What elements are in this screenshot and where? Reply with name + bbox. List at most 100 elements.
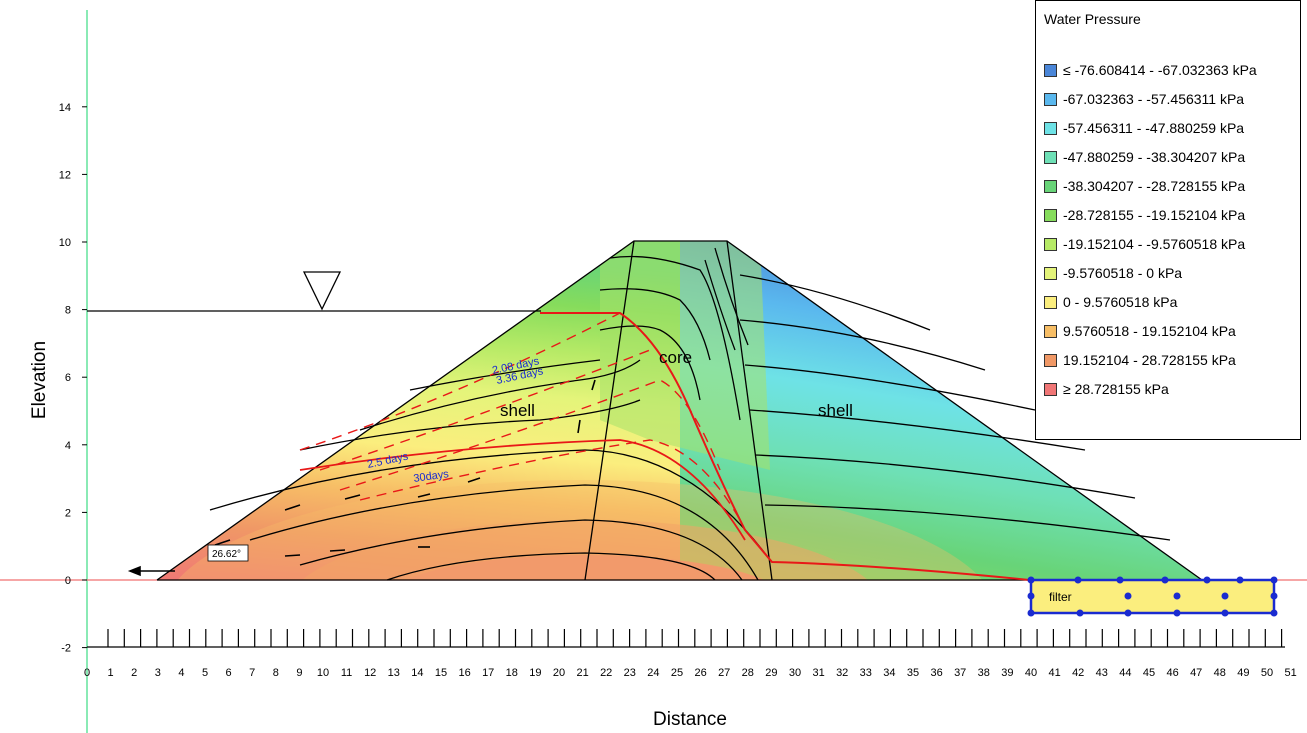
x-tick-label: 8 <box>273 667 279 679</box>
y-tick-label: 4 <box>65 440 71 452</box>
x-tick-label: 0 <box>84 667 90 679</box>
x-tick-label: 26 <box>694 667 706 679</box>
slope-angle-label: 26.62° <box>212 549 241 560</box>
legend-swatch <box>1044 266 1057 280</box>
legend-swatch <box>1044 121 1057 135</box>
legend-swatch <box>1044 382 1057 396</box>
x-tick-label: 36 <box>930 667 942 679</box>
y-tick-label: 10 <box>59 237 71 249</box>
x-tick-label: 4 <box>178 667 184 679</box>
legend-swatch <box>1044 295 1057 309</box>
x-tick-label: 21 <box>576 667 588 679</box>
legend-item: -9.5760518 - 0 kPa <box>1044 264 1182 282</box>
flow-arrows <box>127 379 596 577</box>
legend-label: ≤ -76.608414 - -67.032363 kPa <box>1063 62 1257 78</box>
x-tick-label: 33 <box>860 667 872 679</box>
x-tick-label: 25 <box>671 667 683 679</box>
phreatic-lines <box>299 312 1031 581</box>
filter-label: filter <box>1049 590 1072 604</box>
legend-item: 19.152104 - 28.728155 kPa <box>1044 351 1236 369</box>
x-tick-label: 34 <box>883 667 895 679</box>
x-tick-label: 30 <box>789 667 801 679</box>
pressure-contours <box>209 247 1171 581</box>
x-tick-label: 29 <box>765 667 777 679</box>
x-tick-label: 3 <box>155 667 161 679</box>
x-tick-label: 49 <box>1237 667 1249 679</box>
legend-label: -47.880259 - -38.304207 kPa <box>1063 149 1246 165</box>
legend-item: -67.032363 - -57.456311 kPa <box>1044 90 1244 108</box>
x-tick-label: 48 <box>1214 667 1226 679</box>
slope-angle-marker: 26.62° <box>207 544 249 562</box>
legend-swatch <box>1044 237 1057 251</box>
y-axis-title: Elevation <box>29 341 50 419</box>
x-tick-label: 23 <box>624 667 636 679</box>
x-tick-label: 11 <box>341 667 352 679</box>
legend-item: ≤ -76.608414 - -67.032363 kPa <box>1044 61 1257 79</box>
x-tick-label: 51 <box>1284 667 1296 679</box>
y-tick-label: 6 <box>65 372 71 384</box>
legend-item: -57.456311 - -47.880259 kPa <box>1044 119 1244 137</box>
x-tick-label: 28 <box>742 667 754 679</box>
y-tick-label: 14 <box>59 102 71 114</box>
x-tick-label: 47 <box>1190 667 1202 679</box>
shell-left-label: shell <box>500 401 535 420</box>
x-tick-label: 50 <box>1261 667 1273 679</box>
legend-swatch <box>1044 208 1057 222</box>
x-tick-label: 39 <box>1001 667 1013 679</box>
x-tick-label: 14 <box>411 667 423 679</box>
legend-label: -9.5760518 - 0 kPa <box>1063 265 1183 281</box>
x-tick-label: 43 <box>1096 667 1108 679</box>
x-tick-label: 19 <box>529 667 541 679</box>
y-tick-label: 2 <box>65 507 71 519</box>
legend: Water Pressure ≤ -76.608414 - -67.032363… <box>1035 0 1301 440</box>
legend-swatch <box>1044 150 1057 164</box>
x-tick-label: 7 <box>249 667 255 679</box>
x-tick-label: 2 <box>131 667 137 679</box>
y-tick-label: 8 <box>65 305 71 317</box>
time-label: 30days <box>413 468 450 485</box>
legend-label: ≥ 28.728155 kPa <box>1063 381 1169 397</box>
x-axis-title: Distance <box>653 709 727 730</box>
legend-item: -38.304207 - -28.728155 kPa <box>1044 177 1245 195</box>
legend-title: Water Pressure <box>1044 11 1141 27</box>
x-tick-label: 15 <box>435 667 447 679</box>
core-label: core <box>659 348 692 367</box>
x-tick-label: 46 <box>1166 667 1178 679</box>
legend-label: -28.728155 - -19.152104 kPa <box>1063 207 1246 223</box>
x-tick-label: 37 <box>954 667 966 679</box>
x-tick-label: 44 <box>1119 667 1131 679</box>
x-tick-label: 35 <box>907 667 919 679</box>
legend-label: -67.032363 - -57.456311 kPa <box>1063 91 1245 107</box>
x-tick-label: 27 <box>718 667 730 679</box>
legend-swatch <box>1044 63 1057 77</box>
y-tick-label: -2 <box>61 643 71 655</box>
x-tick-label: 22 <box>600 667 612 679</box>
x-tick-label: 5 <box>202 667 208 679</box>
legend-label: 0 - 9.5760518 kPa <box>1063 294 1178 310</box>
x-tick-label: 18 <box>506 667 518 679</box>
x-tick-label: 13 <box>388 667 400 679</box>
x-tick-label: 45 <box>1143 667 1155 679</box>
x-tick-label: 41 <box>1048 667 1060 679</box>
shell-right-label: shell <box>818 401 853 420</box>
x-tick-label: 32 <box>836 667 848 679</box>
x-tick-label: 1 <box>108 667 114 679</box>
legend-label: -38.304207 - -28.728155 kPa <box>1063 178 1246 194</box>
foundation-hatch <box>87 629 1285 648</box>
legend-item: -19.152104 - -9.5760518 kPa <box>1044 235 1245 253</box>
x-tick-label: 6 <box>226 667 232 679</box>
x-tick-label: 20 <box>553 667 565 679</box>
legend-label: -57.456311 - -47.880259 kPa <box>1063 120 1245 136</box>
x-tick-label: 31 <box>812 667 824 679</box>
x-tick-label: 38 <box>978 667 990 679</box>
x-tick-label: 17 <box>482 667 494 679</box>
legend-label: 9.5760518 - 19.152104 kPa <box>1063 323 1236 339</box>
y-tick-label: 0 <box>65 575 71 587</box>
legend-item: 0 - 9.5760518 kPa <box>1044 293 1177 311</box>
legend-swatch <box>1044 92 1057 106</box>
legend-item: -28.728155 - -19.152104 kPa <box>1044 206 1245 224</box>
x-tick-label: 24 <box>647 667 659 679</box>
y-tick-label: 12 <box>59 169 71 181</box>
reservoir-level <box>87 271 541 312</box>
